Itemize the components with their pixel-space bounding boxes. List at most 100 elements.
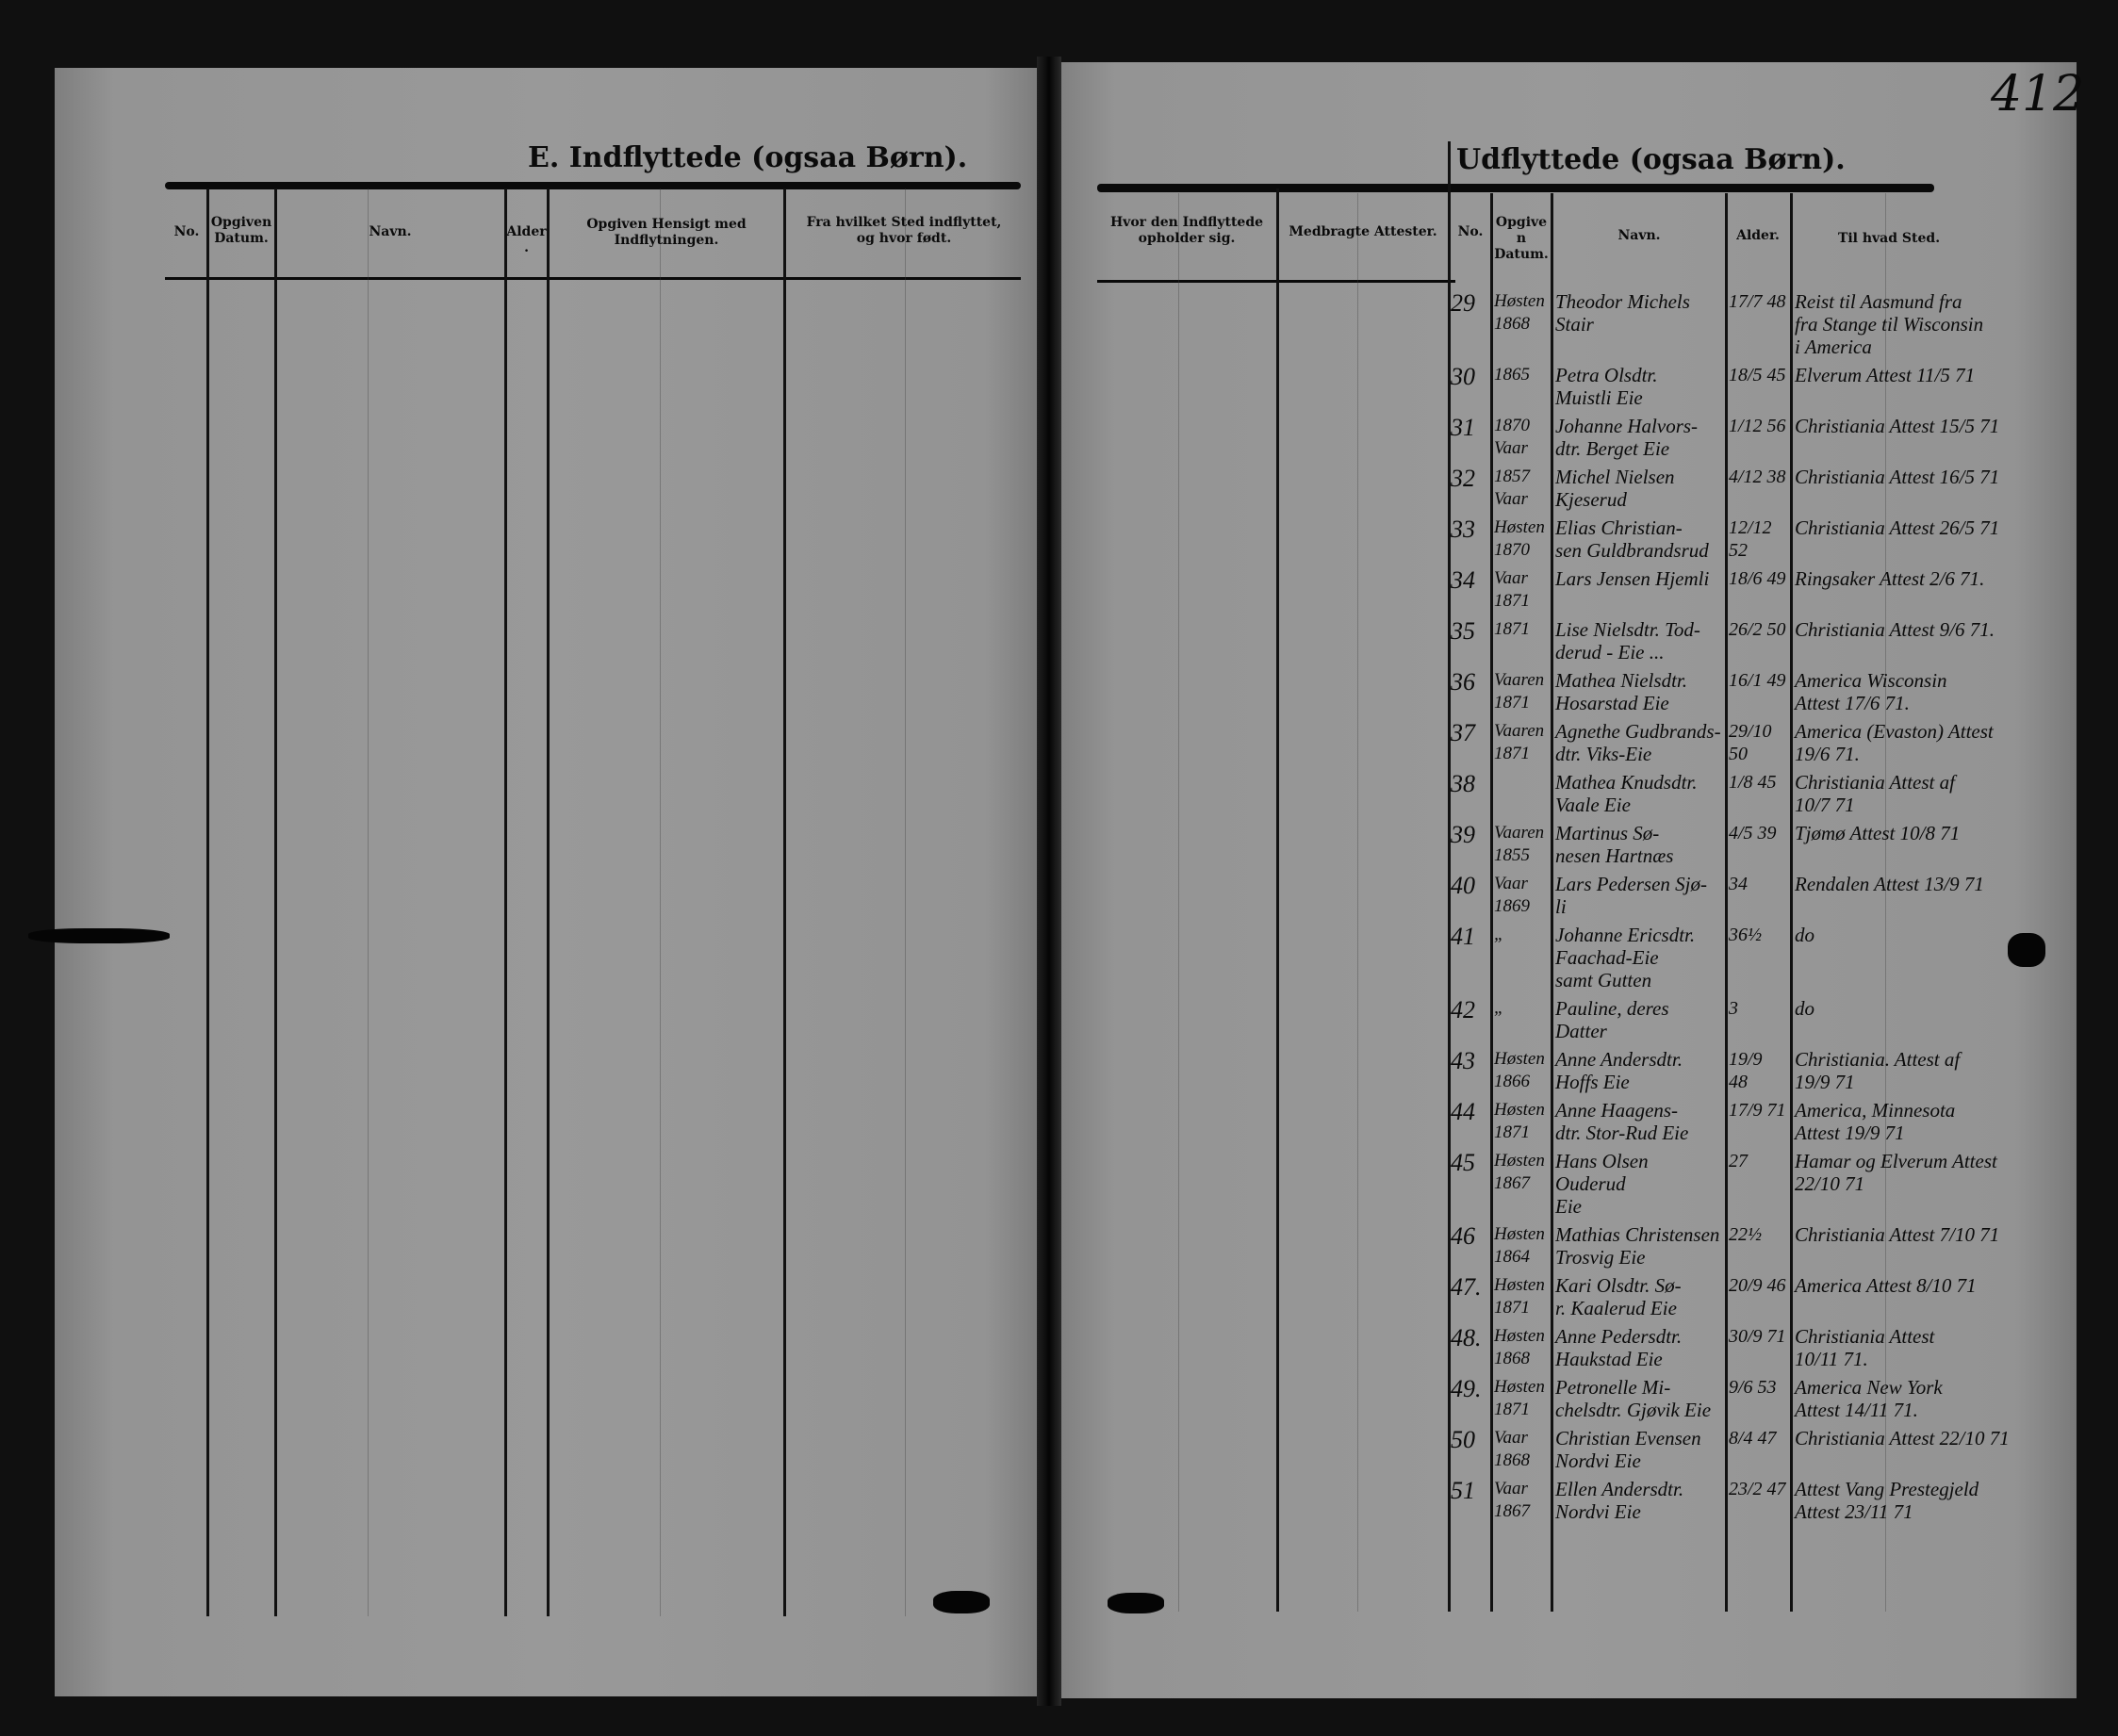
entry-name: Elias Christian- sen Guldbrandsrud bbox=[1555, 516, 1709, 562]
entry-name: Christian Evensen Nordvi Eie bbox=[1555, 1427, 1701, 1472]
entry-name: Johanne Halvors- dtr. Berget Eie bbox=[1555, 415, 1699, 460]
entry-no: 44 bbox=[1451, 1098, 1475, 1125]
entry-date: Vaar 1867 bbox=[1494, 1479, 1530, 1521]
entry-no: 33 bbox=[1451, 516, 1475, 543]
entry-age: 18/6 49 bbox=[1729, 568, 1786, 589]
entry-age: 30/9 71 bbox=[1729, 1326, 1786, 1347]
entry-date: Høsten 1866 bbox=[1494, 1049, 1545, 1091]
entry-dest: Elverum Attest 11/5 71 bbox=[1795, 364, 1976, 386]
faint-guide bbox=[1357, 193, 1358, 1612]
entry-dest: Christiania Attest af 10/7 71 bbox=[1795, 771, 1955, 816]
left-header-intent: Opgiven Hensigt med Indflytningen. bbox=[586, 217, 747, 248]
entry-age: 4/12 38 bbox=[1729, 467, 1786, 487]
entry-dest: do bbox=[1795, 997, 1814, 1020]
entry-age: 26/2 50 bbox=[1729, 619, 1786, 640]
entry-name: Michel Nielsen Kjeserud bbox=[1555, 466, 1675, 511]
ink-blot bbox=[1108, 1593, 1164, 1613]
left-header-age: Alder. bbox=[506, 224, 547, 255]
entry-age: 4/5 39 bbox=[1729, 823, 1777, 843]
left-header-origin: Fra hvilket Sted indflyttet, og hvor fød… bbox=[806, 215, 1002, 246]
column-divider bbox=[1276, 188, 1279, 1612]
faint-guide bbox=[660, 188, 661, 1616]
entry-age: 22½ bbox=[1729, 1224, 1762, 1245]
right-header-no: No. bbox=[1457, 224, 1484, 239]
entry-no: 42 bbox=[1451, 996, 1475, 1024]
right-header-residence: Hvor den Indflyttede opholder sig. bbox=[1109, 215, 1264, 246]
right-header-destination: Til hvad Sted. bbox=[1837, 231, 1941, 246]
page-clip bbox=[28, 928, 170, 943]
left-header-rule bbox=[165, 182, 1021, 189]
entry-dest: America Wisconsin Attest 17/6 71. bbox=[1795, 669, 1947, 714]
left-header-no: No. bbox=[173, 224, 200, 239]
column-divider bbox=[547, 188, 550, 1616]
entry-name: Anne Andersdtr. Hoffs Eie bbox=[1555, 1048, 1683, 1093]
entry-dest: Tjømø Attest 10/8 71 bbox=[1795, 822, 1961, 844]
entry-age: 17/9 71 bbox=[1729, 1100, 1786, 1121]
entry-no: 34 bbox=[1451, 566, 1475, 594]
entry-date: Vaar 1868 bbox=[1494, 1428, 1530, 1470]
entry-no: 51 bbox=[1451, 1477, 1475, 1504]
book-gutter bbox=[1037, 57, 1061, 1706]
entry-dest: Christiania Attest 15/5 71 bbox=[1795, 415, 2000, 437]
entry-no: 39 bbox=[1451, 821, 1475, 848]
entry-no: 50 bbox=[1451, 1426, 1475, 1453]
left-header-name: Navn. bbox=[369, 224, 412, 239]
left-page-title: E. Indflyttede (ogsaa Børn). bbox=[528, 141, 968, 174]
entry-dest: Christiania Attest 22/10 71 bbox=[1795, 1427, 2010, 1449]
entry-age: 16/1 49 bbox=[1729, 670, 1786, 691]
right-header-name: Navn. bbox=[1617, 228, 1661, 243]
entry-no: 32 bbox=[1451, 465, 1475, 492]
entry-no: 48. bbox=[1451, 1324, 1482, 1351]
entry-no: 40 bbox=[1451, 872, 1475, 899]
entry-date: Høsten 1867 bbox=[1494, 1151, 1545, 1193]
entry-name: Petra Olsdtr. Muistli Eie bbox=[1555, 364, 1658, 409]
entry-date: Vaaren 1871 bbox=[1494, 721, 1545, 763]
entry-date: „ bbox=[1494, 925, 1504, 944]
entry-dest: America, Minnesota Attest 19/9 71 bbox=[1795, 1099, 1956, 1144]
faint-guide bbox=[368, 188, 369, 1616]
entry-age: 9/6 53 bbox=[1729, 1377, 1777, 1398]
entry-date: 1857 Vaar bbox=[1494, 467, 1530, 509]
entry-date: Høsten 1868 bbox=[1494, 291, 1545, 334]
entry-age: 27 bbox=[1729, 1151, 1748, 1171]
entry-name: Hans Olsen Ouderud Eie bbox=[1555, 1150, 1649, 1218]
entry-name: Anne Haagens- dtr. Stor-Rud Eie bbox=[1555, 1099, 1689, 1144]
left-page bbox=[55, 68, 1044, 1696]
entry-dest: Hamar og Elverum Attest 22/10 71 bbox=[1795, 1150, 1997, 1195]
entry-dest: Reist til Aasmund fra fra Stange til Wis… bbox=[1795, 290, 1984, 358]
entry-date: 1870 Vaar bbox=[1494, 416, 1530, 458]
entry-name: Mathias Christensen Trosvig Eie bbox=[1555, 1223, 1720, 1269]
entry-dest: America (Evaston) Attest 19/6 71. bbox=[1795, 720, 1994, 765]
ink-blot bbox=[933, 1591, 990, 1613]
entry-date: „ bbox=[1494, 998, 1504, 1018]
entry-name: Ellen Andersdtr. Nordvi Eie bbox=[1555, 1478, 1684, 1523]
entry-age: 18/5 45 bbox=[1729, 365, 1786, 385]
faint-guide bbox=[1178, 193, 1179, 1612]
entry-date: 1865 bbox=[1494, 365, 1530, 385]
left-header-bottom-rule bbox=[165, 277, 1021, 280]
entry-date: Høsten 1871 bbox=[1494, 1377, 1545, 1419]
entry-name: Mathea Knudsdtr. Vaale Eie bbox=[1555, 771, 1698, 816]
entry-date: Høsten 1870 bbox=[1494, 517, 1545, 560]
entry-dest: Christiania Attest 16/5 71 bbox=[1795, 466, 2000, 488]
entry-dest: Christiania Attest 26/5 71 bbox=[1795, 516, 2000, 539]
entry-no: 37 bbox=[1451, 719, 1475, 746]
entry-name: Theodor Michels Stair bbox=[1555, 290, 1690, 336]
faint-guide bbox=[905, 188, 906, 1616]
entry-name: Johanne Ericsdtr. Faachad-Eie samt Gutte… bbox=[1555, 924, 1696, 991]
entry-date: Vaar 1869 bbox=[1494, 874, 1530, 916]
entry-date: Høsten 1871 bbox=[1494, 1100, 1545, 1142]
right-header-rule bbox=[1097, 184, 1934, 192]
entry-no: 49. bbox=[1451, 1375, 1482, 1402]
entry-date: Vaaren 1871 bbox=[1494, 670, 1545, 712]
entry-dest: America New York Attest 14/11 71. bbox=[1795, 1376, 1943, 1421]
entry-no: 43 bbox=[1451, 1047, 1475, 1074]
entry-age: 36½ bbox=[1729, 925, 1762, 945]
entry-dest: America Attest 8/10 71 bbox=[1795, 1274, 1977, 1297]
entry-age: 34 bbox=[1729, 874, 1748, 894]
entry-dest: Rendalen Attest 13/9 71 bbox=[1795, 873, 1984, 895]
entry-age: 23/2 47 bbox=[1729, 1479, 1786, 1499]
entry-no: 30 bbox=[1451, 363, 1475, 390]
entry-age: 1/12 56 bbox=[1729, 416, 1786, 436]
right-page-title: Udflyttede (ogsaa Børn). bbox=[1456, 143, 1846, 176]
